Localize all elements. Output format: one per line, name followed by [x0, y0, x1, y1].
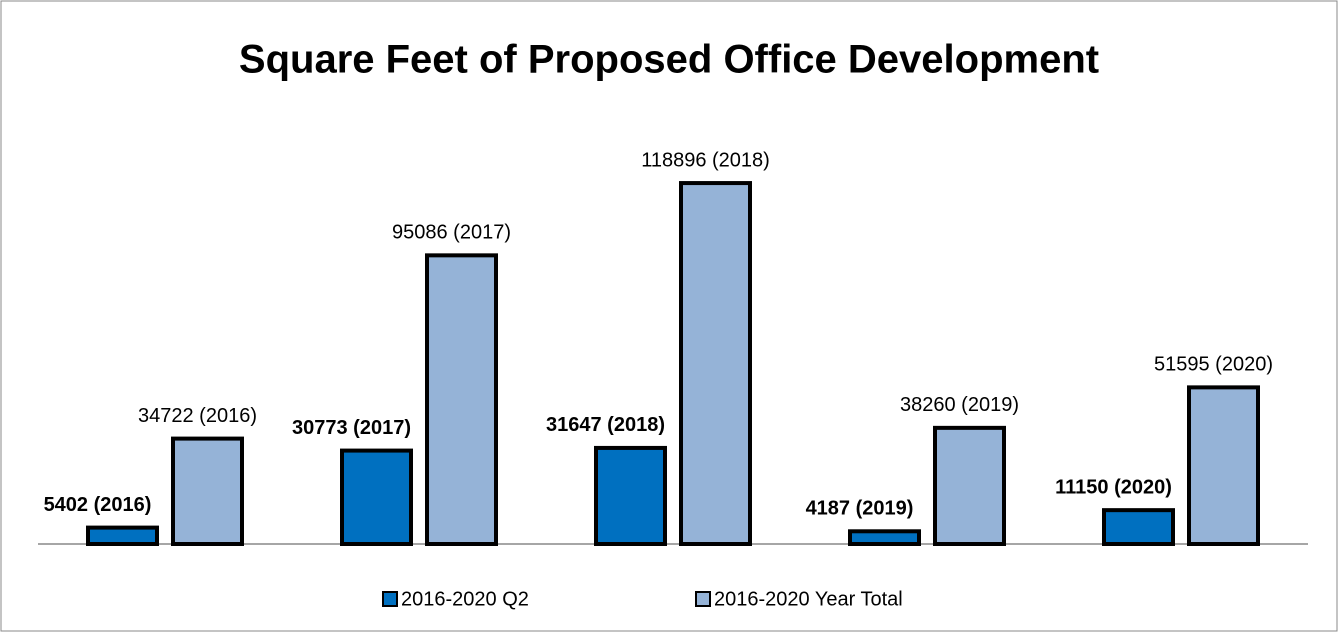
bar [679, 181, 752, 547]
data-label: 34722 (2016) [138, 405, 257, 427]
data-label: 11150 (2020) [1055, 476, 1172, 498]
data-label: 31647 (2018) [546, 414, 665, 436]
bar [425, 253, 498, 546]
legend-label: 2016-2020 Year Total [714, 588, 903, 610]
legend-swatch [382, 591, 398, 607]
bar [86, 525, 159, 547]
legend-label: 2016-2020 Q2 [401, 588, 529, 610]
data-label: 51595 (2020) [1154, 354, 1273, 376]
legend-swatch [695, 591, 711, 607]
bar [1187, 385, 1260, 546]
bar [340, 448, 413, 547]
bar [171, 436, 244, 547]
data-label: 5402 (2016) [44, 494, 152, 516]
bar [848, 529, 921, 547]
data-label: 4187 (2019) [806, 498, 914, 520]
data-label: 95086 (2017) [392, 222, 511, 244]
chart-title: Square Feet of Proposed Office Developme… [239, 38, 1099, 82]
data-label: 30773 (2017) [292, 417, 411, 439]
bar [594, 445, 667, 546]
data-label: 118896 (2018) [641, 149, 770, 171]
bar [1102, 508, 1175, 547]
bar [933, 425, 1006, 547]
data-label: 38260 (2019) [900, 394, 1019, 416]
